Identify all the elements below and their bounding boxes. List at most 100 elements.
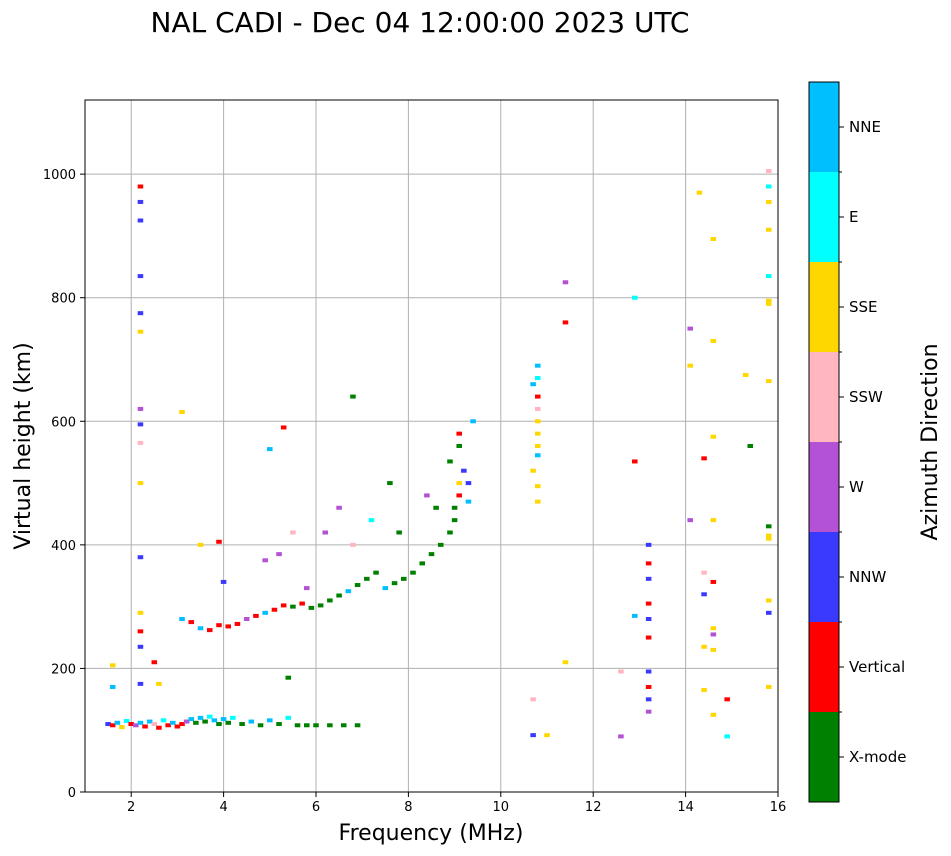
- data-point: [220, 579, 227, 584]
- data-point: [470, 419, 476, 424]
- data-point: [747, 444, 754, 448]
- x-tick-label: 14: [677, 800, 694, 815]
- x-tick-label: 2: [127, 800, 135, 815]
- plot-frame: [84, 99, 779, 793]
- data-point: [128, 722, 134, 727]
- data-point: [456, 493, 462, 498]
- data-point: [156, 681, 162, 686]
- colorbar-label: NNE: [849, 118, 881, 136]
- data-point: [534, 431, 541, 436]
- data-point: [137, 610, 144, 615]
- data-point: [174, 724, 181, 729]
- data-point: [530, 468, 536, 473]
- data-point: [105, 722, 111, 727]
- data-point: [211, 718, 218, 723]
- data-point: [142, 724, 148, 729]
- data-point: [724, 734, 730, 739]
- data-point: [179, 722, 185, 727]
- data-point: [645, 561, 652, 566]
- data-point: [765, 379, 772, 384]
- data-point: [308, 605, 315, 610]
- data-point: [534, 394, 541, 399]
- data-point: [645, 709, 652, 714]
- y-tick-label: 800: [51, 292, 76, 307]
- data-point: [534, 406, 541, 411]
- data-point: [534, 363, 541, 368]
- data-point: [317, 603, 324, 608]
- data-point: [313, 723, 319, 728]
- data-point: [534, 444, 541, 448]
- data-point: [156, 725, 162, 730]
- data-point: [340, 723, 347, 728]
- data-point: [645, 576, 652, 581]
- colorbar-label: SSE: [849, 298, 878, 316]
- data-point: [382, 586, 389, 591]
- x-tick-label: 6: [312, 800, 320, 815]
- data-point: [456, 481, 462, 486]
- data-point: [373, 570, 379, 575]
- colorbar-segment: [809, 352, 839, 442]
- colorbar-segment: [809, 712, 839, 802]
- data-point: [534, 499, 541, 504]
- y-tick-label: 0: [68, 786, 76, 801]
- data-point: [710, 518, 717, 523]
- data-point: [276, 552, 282, 557]
- data-point: [765, 227, 772, 232]
- plot-area: 2 4 6 8 10 12 14 16 0 200 400 600 800 1000: [43, 99, 787, 815]
- data-point: [742, 372, 749, 377]
- data-point: [137, 720, 144, 725]
- data-point: [137, 422, 144, 427]
- data-point: [188, 717, 195, 722]
- data-point: [534, 484, 541, 489]
- data-point: [534, 376, 541, 381]
- data-point: [645, 635, 652, 640]
- data-point: [433, 505, 439, 510]
- data-point: [151, 660, 158, 665]
- data-point: [765, 533, 772, 538]
- data-point: [530, 697, 536, 702]
- data-point: [303, 586, 310, 591]
- data-point: [391, 581, 398, 586]
- data-point: [354, 723, 361, 728]
- data-point: [350, 542, 356, 547]
- data-point: [451, 518, 458, 523]
- colorbar-label: W: [849, 478, 864, 496]
- data-point: [461, 468, 467, 473]
- colorbar: X-mode Vertical NNW W SSW SSE E NNE: [808, 81, 906, 803]
- y-tick-label: 600: [51, 415, 76, 430]
- colorbar-segment: [809, 172, 839, 262]
- colorbar-segment: [809, 442, 839, 532]
- data-point: [137, 440, 144, 445]
- data-point: [137, 555, 144, 560]
- y-tick-label: 1000: [43, 168, 76, 183]
- data-point: [710, 712, 717, 717]
- data-point: [632, 613, 638, 618]
- colorbar-segment: [809, 532, 839, 622]
- data-point: [179, 410, 185, 415]
- data-point: [137, 481, 144, 486]
- data-point: [645, 617, 652, 621]
- x-tick-label: 16: [770, 800, 787, 815]
- data-point: [687, 363, 693, 368]
- data-point: [197, 715, 204, 720]
- data-point: [364, 576, 370, 581]
- data-point: [562, 280, 569, 285]
- data-point: [137, 681, 144, 686]
- data-point: [765, 298, 772, 303]
- data-point: [262, 610, 268, 615]
- data-point: [534, 419, 541, 424]
- data-point: [239, 722, 245, 727]
- data-point: [327, 723, 333, 728]
- data-point: [225, 624, 231, 629]
- data-point: [368, 518, 375, 523]
- colorbar-label: Vertical: [849, 658, 905, 676]
- data-point: [151, 722, 158, 727]
- data-point: [137, 644, 144, 649]
- data-point: [645, 542, 652, 547]
- data-point: [267, 718, 273, 723]
- data-point: [618, 669, 624, 674]
- data-point: [701, 688, 707, 693]
- data-point: [225, 720, 231, 725]
- data-point: [137, 184, 144, 189]
